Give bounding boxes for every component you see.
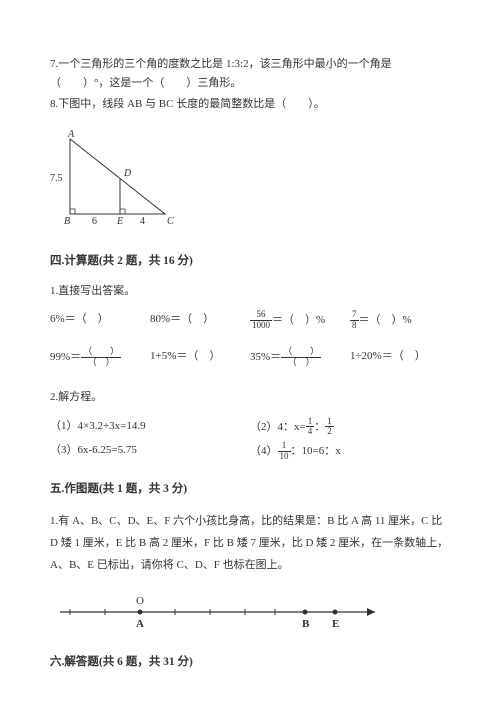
section-5-title: 五.作图题(共 1 题，共 3 分)	[50, 480, 450, 500]
label-d: D	[123, 168, 132, 179]
d: 10	[278, 452, 291, 462]
t: 1÷20%＝（ ）	[350, 350, 426, 362]
label-b: B	[64, 216, 70, 227]
triangle-diagram: A B C D E 7.5 6 4	[50, 129, 450, 234]
c1: 6%＝（ ）	[50, 313, 109, 325]
label-6: 6	[92, 216, 97, 227]
label-o: O	[136, 595, 144, 607]
section-6-title: 六.解答题(共 6 题，共 31 分)	[50, 653, 450, 673]
c3p: ＝（ ）%	[272, 314, 325, 326]
triangle-abc	[70, 139, 165, 214]
m: ：	[314, 420, 325, 432]
frac-56-1000: 561000	[250, 310, 272, 331]
t: 35%＝	[250, 351, 281, 363]
section5-para: 1.有 A、B、C、D、E、F 六个小孩比身高，比的结果是：B 比 A 高 11…	[50, 510, 450, 576]
eq1: （1）4×3.2+3x=14.9	[50, 417, 250, 438]
eq-row-1: （1）4×3.2+3x=14.9 （2）4：x=14：12	[50, 417, 450, 438]
label-b: B	[302, 618, 310, 630]
section4-q2: 2.解方程。	[50, 388, 450, 407]
eq4: （4）110：10=6：x	[250, 441, 450, 462]
q7-line1: 7.一个三角形的三个角的度数之比是 1:3:2，该三角形中最小的一个角是	[50, 58, 392, 70]
calc-2-3: 35%＝（ ）（ ）	[250, 347, 350, 368]
section-4-title: 四.计算题(共 2 题，共 16 分)	[50, 252, 450, 272]
question-7: 7.一个三角形的三个角的度数之比是 1:3:2，该三角形中最小的一个角是 （ ）…	[50, 55, 450, 92]
post: ：10=6：x	[291, 445, 341, 457]
calc-1-4: 78＝（ ）%	[350, 310, 450, 331]
label-e: E	[116, 216, 123, 227]
right-angle-e	[120, 209, 125, 214]
calc-2-4: 1÷20%＝（ ）	[350, 347, 450, 368]
point-e	[333, 609, 338, 614]
pre: （2）4：x=	[250, 420, 306, 432]
calc-row-1: 6%＝（ ） 80%＝（ ） 561000＝（ ）% 78＝（ ）%	[50, 310, 450, 337]
d: （ ）	[281, 358, 321, 368]
label-a: A	[67, 129, 75, 140]
d: 4	[306, 427, 315, 437]
t: 99%＝	[50, 351, 81, 363]
eq-row-2: （3）6x-6.25=5.75 （4）110：10=6：x	[50, 441, 450, 462]
q8-text: 8.下图中，线段 AB 与 BC 长度的最简整数比是（ ）。	[50, 98, 325, 110]
pre: （4）	[250, 445, 278, 457]
calc-1-3: 561000＝（ ）%	[250, 310, 350, 331]
calc-1-1: 6%＝（ ）	[50, 310, 150, 331]
arrow-head	[367, 608, 375, 616]
d: 2	[325, 427, 334, 437]
d: 8	[350, 321, 359, 331]
calc-2-1: 99%＝（ ）（ ）	[50, 347, 150, 368]
point-o	[138, 609, 143, 614]
f1: 110	[278, 441, 291, 462]
t: 1+5%＝（ ）	[150, 350, 220, 362]
frac-blank-2: （ ）（ ）	[281, 347, 321, 368]
number-line-svg: O A B E	[50, 590, 390, 635]
triangle-svg: A B C D E 7.5 6 4	[50, 129, 180, 234]
c2: 80%＝（ ）	[150, 313, 214, 325]
number-line: O A B E	[50, 590, 450, 635]
f2: 12	[325, 417, 334, 438]
right-angle-b	[70, 209, 75, 214]
f1: 14	[306, 417, 315, 438]
eq3: （3）6x-6.25=5.75	[50, 441, 250, 462]
frac-blank-1: （ ）（ ）	[81, 347, 121, 368]
calc-1-2: 80%＝（ ）	[150, 310, 250, 331]
label-e: E	[332, 618, 339, 630]
eq2: （2）4：x=14：12	[250, 417, 450, 438]
d: （ ）	[81, 358, 121, 368]
point-b	[303, 609, 308, 614]
question-8: 8.下图中，线段 AB 与 BC 长度的最简整数比是（ ）。	[50, 95, 450, 114]
calc-row-2: 99%＝（ ）（ ） 1+5%＝（ ） 35%＝（ ）（ ） 1÷20%＝（ ）	[50, 347, 450, 374]
calc-2-2: 1+5%＝（ ）	[150, 347, 250, 368]
label-7-5: 7.5	[50, 173, 63, 184]
d: 1000	[250, 321, 272, 331]
line-ad-hidden	[70, 139, 120, 214]
section4-q1: 1.直接写出答案。	[50, 282, 450, 301]
q7-line2: （ ）°，这是一个（ ）三角形。	[50, 77, 241, 89]
label-c: C	[167, 216, 174, 227]
c4p: ＝（ ）%	[359, 314, 412, 326]
label-4: 4	[140, 216, 145, 227]
frac-7-8: 78	[350, 310, 359, 331]
label-a: A	[136, 618, 144, 630]
